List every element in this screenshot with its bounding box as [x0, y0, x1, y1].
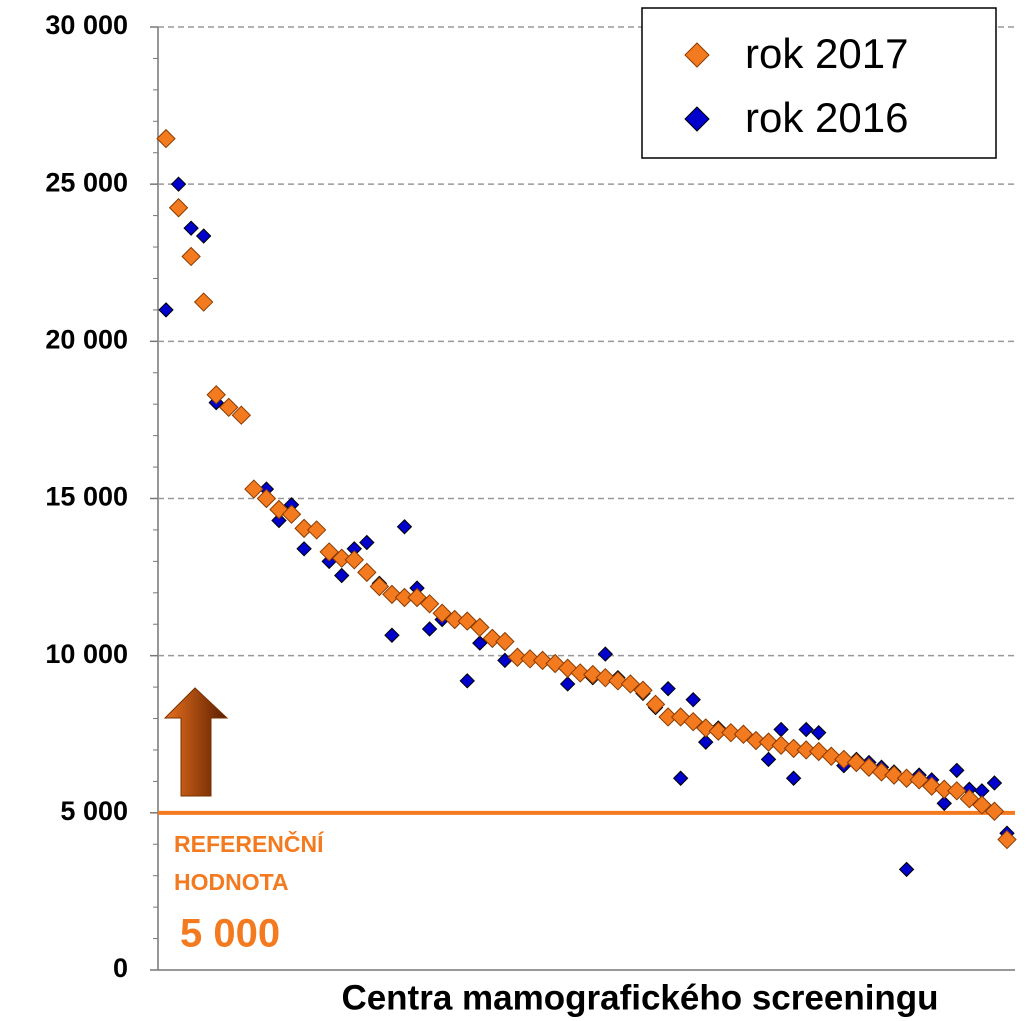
point [934, 779, 954, 799]
point [660, 680, 676, 697]
point [193, 292, 214, 312]
point [296, 541, 312, 557]
point [183, 220, 199, 236]
point [472, 635, 488, 651]
point [997, 829, 1017, 850]
y-tick-label: 15 000 [45, 482, 128, 512]
point [495, 631, 515, 652]
point [444, 609, 465, 630]
point [909, 770, 929, 790]
point [811, 724, 827, 741]
y-tick-label: 30 000 [45, 10, 128, 40]
point [344, 550, 364, 570]
point [898, 861, 915, 878]
point [332, 548, 352, 568]
point [294, 518, 314, 539]
point [507, 647, 528, 667]
point [231, 405, 252, 425]
point [785, 770, 802, 786]
y-tick-label: 5 000 [60, 796, 128, 826]
point [708, 721, 729, 741]
point [773, 721, 789, 738]
legend-marker [684, 106, 710, 132]
point [986, 775, 1003, 791]
point [733, 724, 754, 744]
point [432, 603, 452, 623]
point [620, 674, 641, 694]
point [359, 534, 375, 551]
point [570, 663, 590, 683]
point [384, 627, 400, 643]
y-tick-label: 10 000 [45, 639, 128, 669]
point [181, 246, 201, 267]
point [959, 788, 980, 809]
point [721, 722, 741, 743]
legend [641, 7, 997, 159]
point [459, 673, 475, 689]
point [947, 781, 967, 801]
legend-marker [684, 42, 710, 68]
y-tick-label: 20 000 [45, 324, 128, 354]
reference-label: REFERENČNÍ [174, 830, 324, 857]
point [683, 711, 703, 732]
x-axis-label: Centra mamografického screeningu [341, 978, 938, 1017]
point [796, 740, 816, 760]
point [672, 770, 689, 786]
point [244, 479, 264, 499]
y-tick-label: 0 [113, 953, 128, 983]
point [746, 730, 766, 751]
point [457, 611, 477, 631]
point [206, 385, 226, 405]
point [783, 738, 804, 759]
point [170, 176, 187, 192]
point [219, 397, 239, 418]
point [936, 795, 952, 812]
point [645, 694, 666, 715]
grid: 0 5 000 10 000 15 000 20 000 25 000 30 000 [45, 10, 1015, 983]
arrow [163, 687, 229, 797]
legend-label: rok 2017 [745, 30, 908, 77]
y-tick-label: 25 000 [45, 167, 128, 197]
point [256, 488, 277, 509]
reference-value-label: 5 000 [180, 912, 280, 956]
point [271, 512, 287, 529]
point [306, 520, 327, 540]
point [633, 680, 653, 700]
legend-items: rok 2017 rok 2016 [684, 30, 908, 141]
point [156, 128, 176, 149]
point [597, 646, 614, 662]
point [984, 801, 1005, 821]
reference-label: HODNOTA [174, 869, 289, 895]
point [685, 691, 701, 708]
marks [156, 128, 1017, 878]
point [158, 302, 174, 318]
point [319, 542, 339, 562]
point [421, 621, 438, 637]
point [396, 519, 413, 535]
point [419, 594, 440, 614]
point [559, 676, 576, 692]
point [798, 721, 814, 738]
point [520, 649, 540, 669]
point [369, 576, 390, 597]
point [168, 198, 189, 218]
point [281, 504, 302, 524]
point [470, 617, 490, 638]
point [698, 734, 714, 750]
point [357, 562, 377, 583]
legend-label: rok 2016 [745, 94, 908, 141]
point [195, 228, 212, 244]
point [949, 762, 965, 779]
point [760, 751, 777, 768]
point [407, 587, 427, 608]
point [334, 567, 350, 584]
point [896, 768, 917, 788]
point [972, 795, 992, 815]
